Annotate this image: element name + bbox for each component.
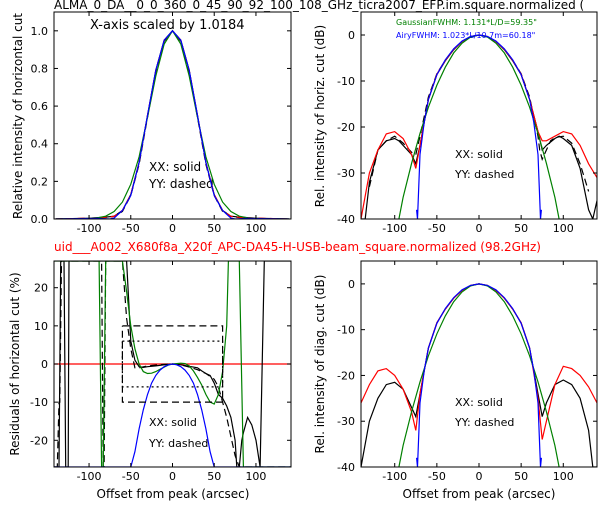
y-tick-label: -20 [337, 369, 355, 382]
panel-bottom-left-xlabel: Offset from peak (arcsec) [97, 487, 250, 501]
panel-bottom-left-annotation-xx: XX: solid [149, 416, 197, 429]
panel-bottom-right-annotation-xx: XX: solid [455, 396, 503, 409]
x-tick-label: -100 [382, 222, 407, 235]
panel-bottom-right-annotation-yy: YY: dashed [454, 416, 514, 429]
y-tick-label: -40 [337, 213, 355, 226]
series-line-black-dashed [368, 34, 590, 192]
panel-top-left-plot-area [55, 29, 290, 219]
panel-bottom-right-ylabel: Rel. intensity of diag. cut (dB) [313, 275, 327, 454]
panel-bottom-left-annotation-yy: YY: dashed [148, 437, 208, 450]
y-tick-label: 0 [348, 29, 355, 42]
x-tick-label: 100 [553, 470, 574, 483]
panel-bottom-right: Rel. intensity of diag. cut (dB) Offset … [313, 260, 598, 501]
panel-top-right-annotation-xx: XX: solid [455, 148, 503, 161]
series-line-black-solid [361, 34, 597, 219]
panel-top-right-ylabel: Rel. intensity of horiz. cut (dB) [313, 25, 327, 207]
panel-top-right-frame [360, 11, 598, 220]
series-line-black-dashed [54, 261, 291, 467]
x-tick-label: -50 [122, 470, 140, 483]
panel-top-right-annotation-yy: YY: dashed [454, 168, 514, 181]
panel-top-left-annotation-scale: X-axis scaled by 1.0184 [90, 18, 245, 33]
y-tick-label: 0.0 [31, 213, 49, 226]
series-line-black-solid [54, 261, 291, 467]
y-tick-label: -30 [337, 415, 355, 428]
y-tick-label: 0.8 [31, 62, 49, 75]
y-tick-label: 0 [348, 278, 355, 291]
x-tick-label: 0 [476, 222, 483, 235]
x-tick-label: 0 [169, 222, 176, 235]
y-tick-label: -30 [337, 167, 355, 180]
y-tick-label: 0.2 [31, 175, 49, 188]
panel-top-left: Relative intensity of horizontal cut X-a… [11, 11, 292, 235]
x-tick-label: 100 [245, 470, 266, 483]
x-tick-label: -50 [428, 222, 446, 235]
x-tick-label: 100 [245, 222, 266, 235]
y-tick-label: 0 [41, 358, 48, 371]
panel-top-right-annotation-gaussian: GaussianFWHM: 1.131*L/D=59.35" [396, 18, 537, 27]
series-line-blue-solid [416, 34, 542, 219]
panel-top-left-annotation-xx: XX: solid [149, 160, 201, 174]
panel-top-right-annotation-airy: AiryFWHM: 1.023*L/10.7m=60.18" [396, 31, 535, 40]
x-tick-label: 50 [207, 222, 221, 235]
y-tick-label: -10 [337, 324, 355, 337]
panel-bottom-right-frame [360, 260, 598, 468]
y-tick-label: -20 [30, 434, 48, 447]
x-tick-label: -50 [428, 470, 446, 483]
x-tick-label: -50 [122, 222, 140, 235]
x-tick-label: 50 [207, 470, 221, 483]
panel-top-left-annotation-yy: YY: dashed [148, 177, 214, 191]
panel-bottom-left-ylabel: Residuals of horizontal cut (%) [8, 272, 22, 455]
panel-bottom-right-plot-area [361, 283, 597, 467]
panel-bottom-left: Residuals of horizontal cut (%) Offset f… [8, 260, 292, 501]
y-tick-label: 0.4 [31, 138, 49, 151]
y-tick-label: -10 [30, 396, 48, 409]
y-tick-label: 20 [34, 282, 48, 295]
x-tick-label: -100 [77, 222, 102, 235]
x-tick-label: -100 [382, 470, 407, 483]
panel-top-left-ylabel: Relative intensity of horizontal cut [11, 13, 25, 219]
x-tick-label: 100 [553, 222, 574, 235]
series-line-black-dotted [121, 340, 224, 388]
y-tick-label: -40 [337, 461, 355, 474]
top-title: ALMA_0_DA__0_0_360_0_45_90_92_100_108_GH… [54, 0, 584, 12]
x-tick-label: 0 [169, 470, 176, 483]
x-tick-label: 50 [514, 470, 528, 483]
y-tick-label: -20 [337, 121, 355, 134]
series-line-blue-solid [54, 363, 291, 467]
series-line-blue-solid [55, 29, 290, 219]
y-tick-label: -10 [337, 75, 355, 88]
panel-top-right: Rel. intensity of horiz. cut (dB) Gaussi… [313, 11, 598, 235]
y-tick-label: 0.6 [31, 100, 49, 113]
series-line-blue-solid [416, 283, 542, 467]
x-tick-label: 0 [476, 470, 483, 483]
series-line-black-solid [361, 283, 597, 467]
y-tick-label: 10 [34, 320, 48, 333]
x-tick-label: 50 [514, 222, 528, 235]
y-tick-label: 1.0 [31, 25, 49, 38]
series-line-red-solid [361, 34, 597, 219]
mid-title: uid___A002_X680f8a_X20f_APC-DA45-H-USB-b… [54, 240, 541, 254]
panel-top-right-plot-area [361, 34, 597, 219]
panel-bottom-right-xlabel: Offset from peak (arcsec) [403, 487, 556, 501]
x-tick-label: -100 [77, 470, 102, 483]
panel-bottom-left-plot-area [54, 261, 291, 467]
